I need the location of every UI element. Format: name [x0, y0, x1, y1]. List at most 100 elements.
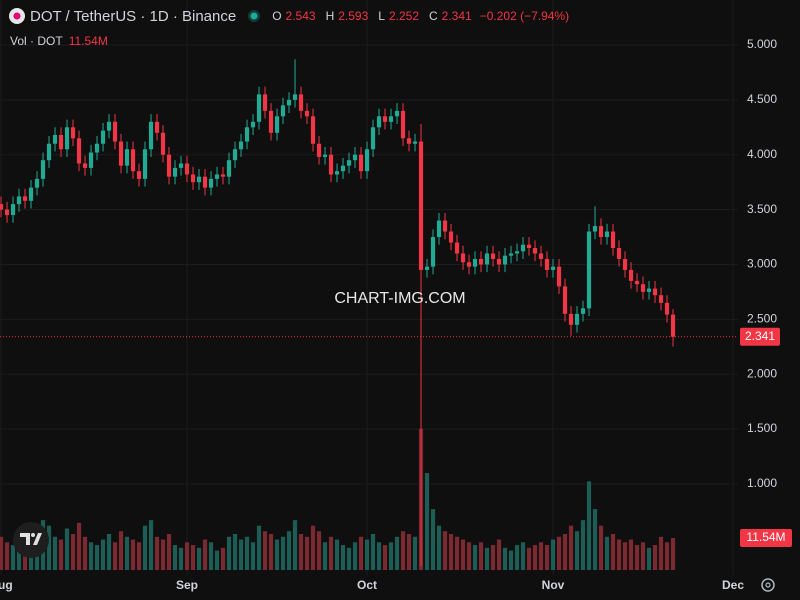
volume-bar — [244, 536, 250, 570]
volume-bar — [346, 547, 352, 570]
candle-body — [274, 116, 280, 133]
volume-bar — [238, 539, 244, 570]
close-key: C — [429, 9, 438, 23]
candle-body — [58, 134, 64, 150]
candle-body — [94, 143, 100, 153]
x-tick-label: Aug — [0, 578, 13, 592]
candle-body — [454, 242, 460, 254]
volume-bar — [454, 536, 460, 570]
candle-body — [358, 154, 364, 172]
candle-body — [28, 187, 34, 201]
price-pane — [0, 59, 738, 567]
grid — [0, 0, 738, 575]
candle-body — [640, 284, 646, 292]
volume-bar — [250, 542, 256, 570]
candle-body — [562, 286, 568, 314]
candle-body — [262, 94, 268, 111]
volume-bar — [340, 545, 346, 570]
volume-bar — [664, 542, 670, 570]
volume-bar — [202, 539, 208, 570]
y-tick-label: 2.000 — [747, 366, 777, 380]
candle-body — [82, 163, 88, 168]
candle-body — [646, 288, 652, 292]
candle-body — [250, 121, 256, 128]
volume-bar — [448, 533, 454, 570]
x-tick-label: Oct — [357, 578, 377, 592]
candle-body — [154, 121, 160, 133]
volume-bar — [58, 539, 64, 570]
candle-body — [442, 220, 448, 232]
volume-bar — [466, 542, 472, 570]
candle-body — [226, 160, 232, 177]
candle-body — [448, 231, 454, 243]
candle-body — [532, 247, 538, 254]
volume-bar — [556, 536, 562, 570]
volume-bar — [586, 481, 592, 570]
candle-body — [10, 204, 16, 216]
candle-body — [124, 149, 130, 166]
candle-body — [502, 255, 508, 265]
volume-bar — [16, 539, 22, 570]
volume-bar — [178, 547, 184, 570]
candle-body — [352, 154, 358, 161]
volume-bar — [364, 539, 370, 570]
volume-bar — [226, 536, 232, 570]
volume-bar — [490, 545, 496, 570]
candle-body — [256, 94, 262, 122]
candle-body — [400, 110, 406, 139]
volume-bar — [292, 520, 298, 570]
gear-center[interactable] — [765, 582, 771, 588]
volume-bar — [634, 545, 640, 570]
candle-body — [520, 244, 526, 252]
candle-body — [214, 174, 220, 179]
volume-bar — [412, 536, 418, 570]
candle-body — [658, 295, 664, 303]
candle-body — [490, 253, 496, 259]
candle-body — [88, 152, 94, 168]
y-tick-label: 2.500 — [747, 311, 777, 325]
volume-bar — [172, 545, 178, 570]
candle-body — [70, 127, 76, 139]
open-value: 2.543 — [285, 9, 316, 23]
candle-body — [268, 110, 274, 133]
volume-value: 11.54M — [68, 34, 108, 48]
volume-bar — [262, 531, 268, 570]
volume-bar — [280, 536, 286, 570]
candle-body — [322, 154, 328, 157]
y-tick-label: 1.000 — [747, 476, 777, 490]
volume-bar — [610, 533, 616, 570]
volume-bar — [502, 547, 508, 570]
candle-body — [142, 149, 148, 179]
candle-body — [508, 253, 514, 256]
settings-icon[interactable] — [761, 578, 775, 592]
symbol-title: DOT / TetherUS · 1D · Binance — [30, 7, 237, 25]
axes: 1.000 1.500 2.000 2.500 3.000 3.500 4.000 4.500… — [0, 37, 792, 592]
volume-bar — [460, 539, 466, 570]
volume-bar — [592, 509, 598, 570]
candle-body — [220, 174, 226, 177]
candle-body — [550, 266, 556, 270]
y-tick-label: 5.000 — [747, 37, 777, 51]
candle-body — [298, 94, 304, 111]
volume-bar — [148, 520, 154, 570]
high-value: 2.593 — [338, 9, 369, 23]
volume-bar — [388, 542, 394, 570]
volume-bar — [46, 525, 52, 570]
gear[interactable] — [761, 578, 775, 592]
volume-bar — [64, 528, 70, 570]
candle-body — [616, 247, 622, 259]
volume-bar — [136, 542, 142, 570]
volume-bar — [286, 531, 292, 570]
volume-bar — [640, 542, 646, 570]
volume-bar — [154, 536, 160, 570]
volume-bar — [82, 536, 88, 570]
volume-bar — [190, 545, 196, 570]
candle-body — [496, 258, 502, 265]
volume-bar — [376, 542, 382, 570]
candle-body — [544, 258, 550, 270]
volume-pane — [0, 428, 676, 570]
candle-body — [514, 251, 520, 254]
candle-body — [466, 262, 472, 267]
volume-bar — [256, 525, 262, 570]
candle-body — [628, 269, 634, 281]
